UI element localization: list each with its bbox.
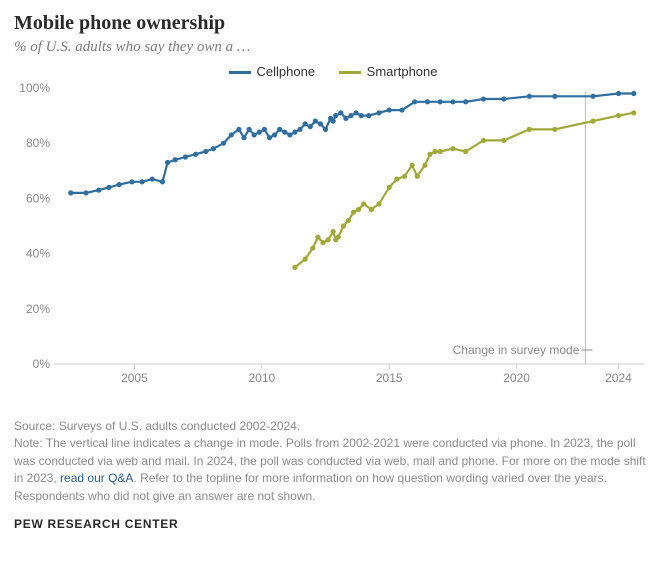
legend: Cellphone Smartphone — [14, 64, 652, 79]
legend-item-smartphone: Smartphone — [339, 64, 438, 79]
svg-text:Change in survey mode: Change in survey mode — [453, 343, 580, 357]
footer-source: Source: Surveys of U.S. adults conducted… — [14, 418, 652, 435]
chart-title: Mobile phone ownership — [14, 12, 652, 35]
svg-text:100%: 100% — [19, 81, 50, 95]
chart-subtitle: % of U.S. adults who say they own a … — [14, 39, 652, 56]
svg-text:2015: 2015 — [376, 371, 403, 385]
chart-card: Mobile phone ownership % of U.S. adults … — [0, 0, 666, 562]
chart-svg: 0% 20% 40% 60% 80% 100% 2005 2010 2015 2020 2024 Ch… — [14, 64, 652, 404]
svg-text:60%: 60% — [26, 191, 50, 205]
legend-item-cellphone: Cellphone — [229, 64, 316, 79]
svg-text:2024: 2024 — [605, 371, 632, 385]
svg-text:20%: 20% — [26, 302, 50, 316]
svg-text:40%: 40% — [26, 247, 50, 261]
svg-text:2010: 2010 — [248, 371, 275, 385]
svg-text:2005: 2005 — [121, 371, 148, 385]
footer-note: Note: The vertical line indicates a chan… — [14, 435, 652, 505]
legend-label-cellphone: Cellphone — [257, 64, 316, 79]
legend-label-smartphone: Smartphone — [367, 64, 438, 79]
legend-swatch-smartphone — [339, 71, 361, 74]
chart-area: Cellphone Smartphone 0% 20% 40% 60% 80% 100% 2… — [14, 64, 652, 404]
legend-swatch-cellphone — [229, 71, 251, 74]
svg-text:0%: 0% — [33, 357, 51, 371]
chart-footer: Source: Surveys of U.S. adults conducted… — [14, 418, 652, 505]
svg-text:80%: 80% — [26, 136, 50, 150]
credit: PEW RESEARCH CENTER — [14, 517, 652, 531]
svg-text:2020: 2020 — [503, 371, 530, 385]
footer-link[interactable]: read our Q&A — [60, 471, 133, 485]
